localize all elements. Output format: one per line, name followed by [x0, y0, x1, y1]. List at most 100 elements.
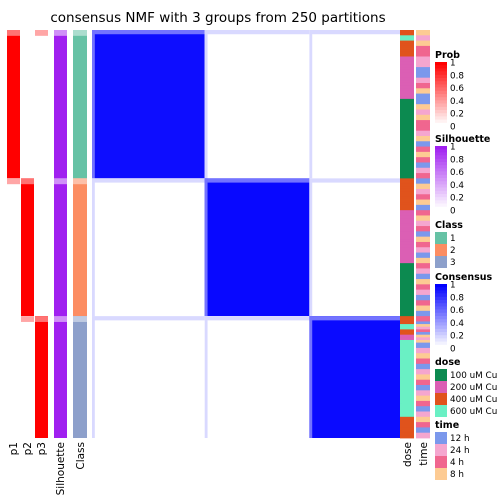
time-cell: [416, 398, 430, 402]
dose-cell: [400, 385, 414, 389]
dose-cell: [400, 257, 414, 261]
dose-cell: [400, 151, 414, 155]
time-cell: [416, 408, 430, 412]
dose-cell: [400, 379, 414, 383]
time-cell: [416, 395, 430, 399]
time-cell: [416, 268, 430, 272]
time-cell: [416, 310, 430, 314]
dose-cell: [400, 239, 414, 243]
dose-cell: [400, 273, 414, 277]
dose-cell: [400, 82, 414, 87]
consensus-legend-swatch: [435, 322, 447, 326]
annotation-cell: [7, 30, 20, 179]
dose-legend-label: 400 uM Cu: [450, 395, 497, 405]
dose-cell: [400, 268, 414, 272]
dose-cell: [400, 207, 414, 211]
annotation-column-time: [416, 30, 430, 439]
silhouette-legend-swatch: [435, 200, 447, 204]
time-cell: [416, 308, 430, 312]
annotation-cell: [54, 30, 67, 179]
dose-cell: [400, 154, 414, 158]
time-cell: [416, 72, 430, 76]
consensus-legend-swatch: [435, 303, 447, 307]
class-legend-swatch: [435, 244, 447, 256]
time-cell: [416, 181, 430, 185]
silhouette-legend-tick: 0.2: [450, 194, 464, 204]
time-cell: [416, 130, 430, 134]
consensus-block: [92, 316, 205, 438]
prob-legend-tick: 0.6: [450, 84, 464, 94]
consensus-legend-swatch: [435, 309, 447, 314]
time-legend-swatch: [435, 468, 447, 480]
silhouette-legend-swatch: [435, 171, 447, 176]
silhouette-legend-swatch: [435, 165, 447, 169]
time-cell: [416, 133, 430, 137]
time-cell: [416, 149, 430, 153]
dose-cell: [400, 109, 414, 113]
time-cell: [416, 59, 430, 63]
dose-cell: [400, 220, 414, 224]
dose-cell: [400, 106, 414, 110]
dose-cell: [400, 419, 414, 423]
dose-cell: [400, 215, 414, 219]
annotation-cell: [7, 178, 20, 317]
consensus-block: [309, 30, 402, 179]
prob-legend-swatch: [435, 100, 447, 104]
consensus-legend-swatch: [435, 328, 447, 333]
annotation-cell: [21, 178, 34, 317]
time-cell: [416, 435, 430, 439]
dose-legend-swatch: [435, 393, 447, 405]
silhouette-legend-swatch: [435, 162, 447, 166]
consensus-legend-swatch: [435, 338, 447, 342]
consensus-legend-swatch: [435, 316, 447, 320]
silhouette-legend-swatch: [435, 181, 447, 185]
consensus-legend-swatch: [435, 290, 447, 294]
prob-legend-swatch: [435, 90, 447, 95]
consensus-edge-row: [204, 316, 310, 321]
left-annotation-columns: [7, 30, 87, 438]
dose-cell: [400, 120, 414, 124]
dose-cell: [400, 406, 414, 410]
time-cell: [416, 297, 430, 301]
consensus-edge-col: [204, 178, 208, 317]
time-cell: [416, 252, 430, 256]
consensus-block: [204, 178, 310, 317]
time-cell: [416, 305, 430, 309]
dose-cell: [400, 247, 414, 251]
dose-cell: [400, 249, 414, 253]
annotation-column-p3: [35, 30, 48, 438]
consensus-block: [92, 30, 205, 179]
consensus-legend-swatch: [435, 341, 447, 346]
annotation-cell: [21, 178, 34, 185]
dose-cell: [400, 371, 414, 375]
time-cell: [416, 162, 430, 166]
annotation-cell: [21, 316, 34, 438]
time-cell: [416, 236, 430, 240]
consensus-block: [204, 316, 310, 438]
time-cell: [416, 432, 430, 436]
consensus-legend-swatch: [435, 325, 447, 330]
dose-legend: dose 100 uM Cu 200 uM Cu 400 uM Cu 600 uM Cu: [435, 357, 497, 417]
dose-cell: [400, 255, 414, 259]
dose-cell: [400, 96, 414, 100]
dose-cell: [400, 263, 414, 267]
time-cell: [416, 45, 430, 49]
prob-legend-tick: 0.8: [450, 71, 464, 81]
time-cell: [416, 430, 430, 434]
silhouette-legend-swatch: [435, 149, 447, 153]
prob-legend-swatch: [435, 103, 447, 108]
prob-legend-swatch: [435, 110, 447, 114]
time-cell: [416, 56, 430, 60]
dose-cell: [400, 56, 414, 60]
time-cell: [416, 85, 430, 89]
time-cell: [416, 196, 430, 200]
consensus-legend-tick: 0.4: [450, 319, 464, 329]
dose-cell: [400, 422, 414, 426]
dose-cell: [400, 77, 414, 81]
time-cell: [416, 122, 430, 126]
consensus-block: [204, 30, 310, 179]
dose-cell: [400, 395, 414, 399]
time-cell: [416, 104, 430, 108]
dose-cell: [400, 324, 414, 328]
